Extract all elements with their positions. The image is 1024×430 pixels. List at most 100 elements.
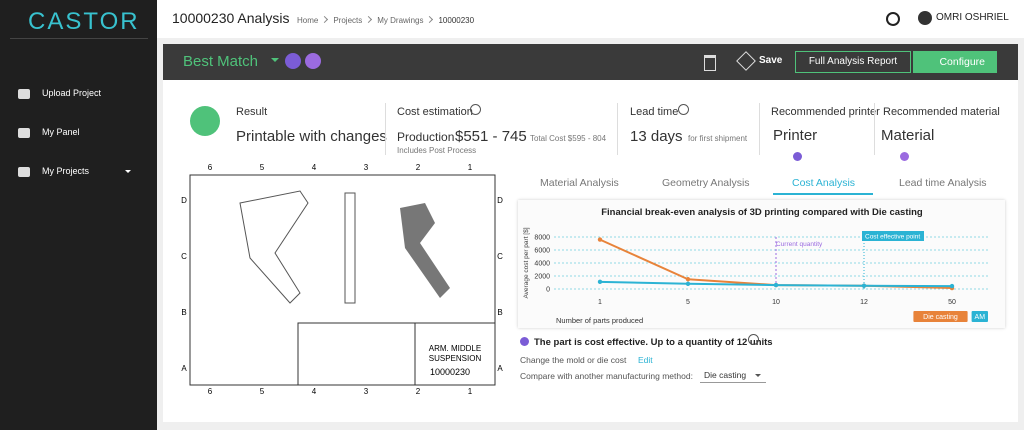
time-badge — [900, 152, 909, 161]
y-tick-label: 0 — [546, 287, 550, 294]
crumb[interactable]: Home — [297, 16, 319, 25]
column-label: 4 — [312, 387, 317, 396]
annotation: Current quantity — [776, 241, 823, 248]
printer-value: Printer — [773, 127, 818, 144]
data-point — [685, 277, 691, 282]
row-label: B — [497, 308, 502, 317]
tab[interactable]: Material Analysis — [540, 177, 619, 189]
nav-item[interactable]: Upload Project — [42, 88, 102, 98]
column-label: 2 — [416, 387, 421, 396]
part-side-view — [344, 192, 356, 304]
data-point — [597, 279, 603, 285]
header: 10000230 Analysis Home Projects My Drawing… — [157, 0, 1024, 38]
column-label: 3 — [364, 387, 369, 396]
chart: Financial break-even analysis of 3D prin… — [523, 207, 988, 325]
compare-label: Compare with another manufacturing metho… — [520, 371, 693, 381]
row-label: D — [497, 196, 503, 205]
production-value: $551 - 745 — [455, 128, 527, 145]
select-caret[interactable] — [755, 374, 761, 380]
dropdown-caret[interactable] — [271, 58, 279, 66]
data-point — [685, 281, 691, 286]
user-name[interactable]: OMRI OSHRIEL — [936, 12, 1009, 23]
delete-icon[interactable] — [704, 55, 716, 71]
result-value: Printable with changes — [236, 128, 387, 145]
tab[interactable]: Geometry Analysis — [662, 177, 750, 189]
upload-icon — [18, 89, 30, 99]
edit-link[interactable]: Edit — [638, 355, 653, 365]
expand-caret[interactable] — [125, 170, 131, 176]
legend-label: AM — [975, 314, 986, 321]
data-point — [949, 283, 955, 289]
save-button[interactable]: Save — [759, 55, 783, 66]
data-point — [773, 282, 779, 288]
material-label: Recommended material — [883, 106, 1000, 118]
star-icon[interactable] — [736, 51, 756, 71]
divider — [10, 38, 148, 39]
annotation-box — [862, 231, 924, 241]
lead-note: for first shipment — [688, 134, 748, 143]
legend-label: Die casting — [923, 314, 958, 321]
lead-value: 13 days — [630, 128, 683, 145]
nav-item[interactable]: My Projects — [42, 166, 90, 176]
report-button[interactable]: Full Analysis Report — [795, 51, 911, 73]
row-label: C — [497, 252, 503, 261]
cost-badge — [520, 337, 529, 346]
divider — [385, 103, 386, 155]
info-icon[interactable] — [748, 334, 759, 345]
column-label: 5 — [260, 387, 265, 396]
row-label: D — [181, 196, 187, 205]
tab[interactable]: Lead time Analysis — [899, 177, 987, 189]
y-tick-label: 4000 — [534, 261, 550, 268]
part-number: 10000230 — [430, 367, 470, 377]
data-point — [861, 283, 867, 288]
column-label: 3 — [364, 163, 369, 172]
cost-label: Cost estimation — [397, 106, 473, 118]
part-3d-view — [400, 203, 450, 298]
result-icon — [190, 106, 220, 136]
avatar[interactable] — [918, 11, 932, 25]
result-label: Result — [236, 106, 268, 118]
config-title[interactable]: Best Match — [183, 53, 259, 70]
help-icon[interactable] — [886, 12, 900, 26]
column-label: 2 — [416, 163, 421, 172]
title-block — [297, 322, 496, 386]
crumb: 10000230 — [438, 16, 475, 25]
info-icon[interactable] — [678, 104, 689, 115]
y-tick-label: 8000 — [534, 235, 550, 242]
x-axis-label: Number of parts produced — [556, 316, 643, 325]
cost-note: Includes Post Process — [397, 146, 477, 155]
column-label: 4 — [312, 163, 317, 172]
crumb[interactable]: My Drawings — [377, 16, 424, 25]
x-tick-label: 5 — [686, 299, 690, 306]
divider — [874, 103, 875, 155]
legend-swatch — [971, 311, 988, 322]
cost-badge — [793, 152, 802, 161]
column-label: 1 — [468, 387, 473, 396]
logo[interactable]: CASTOR — [28, 8, 140, 35]
legend-swatch — [913, 311, 968, 322]
column-label: 1 — [468, 163, 473, 172]
sidebar: CASTOR Upload Project My Panel My Projec… — [0, 0, 157, 430]
page-title: 10000230 Analysis — [172, 10, 290, 26]
configure-button[interactable]: Configure — [913, 51, 997, 73]
crumb[interactable]: Projects — [333, 16, 363, 25]
chart-title: Financial break-even analysis of 3D prin… — [601, 207, 923, 218]
tab-active[interactable]: Cost Analysis — [792, 177, 856, 189]
method-value[interactable]: Die casting — [704, 370, 747, 380]
configure-label[interactable]: Configure — [939, 56, 985, 68]
row-label: B — [181, 308, 186, 317]
info-icon[interactable] — [470, 104, 481, 115]
row-label: A — [181, 364, 187, 373]
column-label: 5 — [260, 163, 265, 172]
row-label: C — [181, 252, 187, 261]
divider — [617, 103, 618, 155]
data-point — [597, 237, 603, 242]
y-tick-label: 6000 — [534, 248, 550, 255]
divider — [759, 103, 760, 155]
y-axis-label: Average cost per part [$] — [523, 227, 530, 298]
mold-note: Change the mold or die cost — [520, 355, 627, 365]
method-select[interactable]: Die casting — [700, 368, 766, 383]
nav-item[interactable]: My Panel — [42, 127, 80, 137]
part-name: ARM. MIDDLE — [429, 344, 481, 353]
